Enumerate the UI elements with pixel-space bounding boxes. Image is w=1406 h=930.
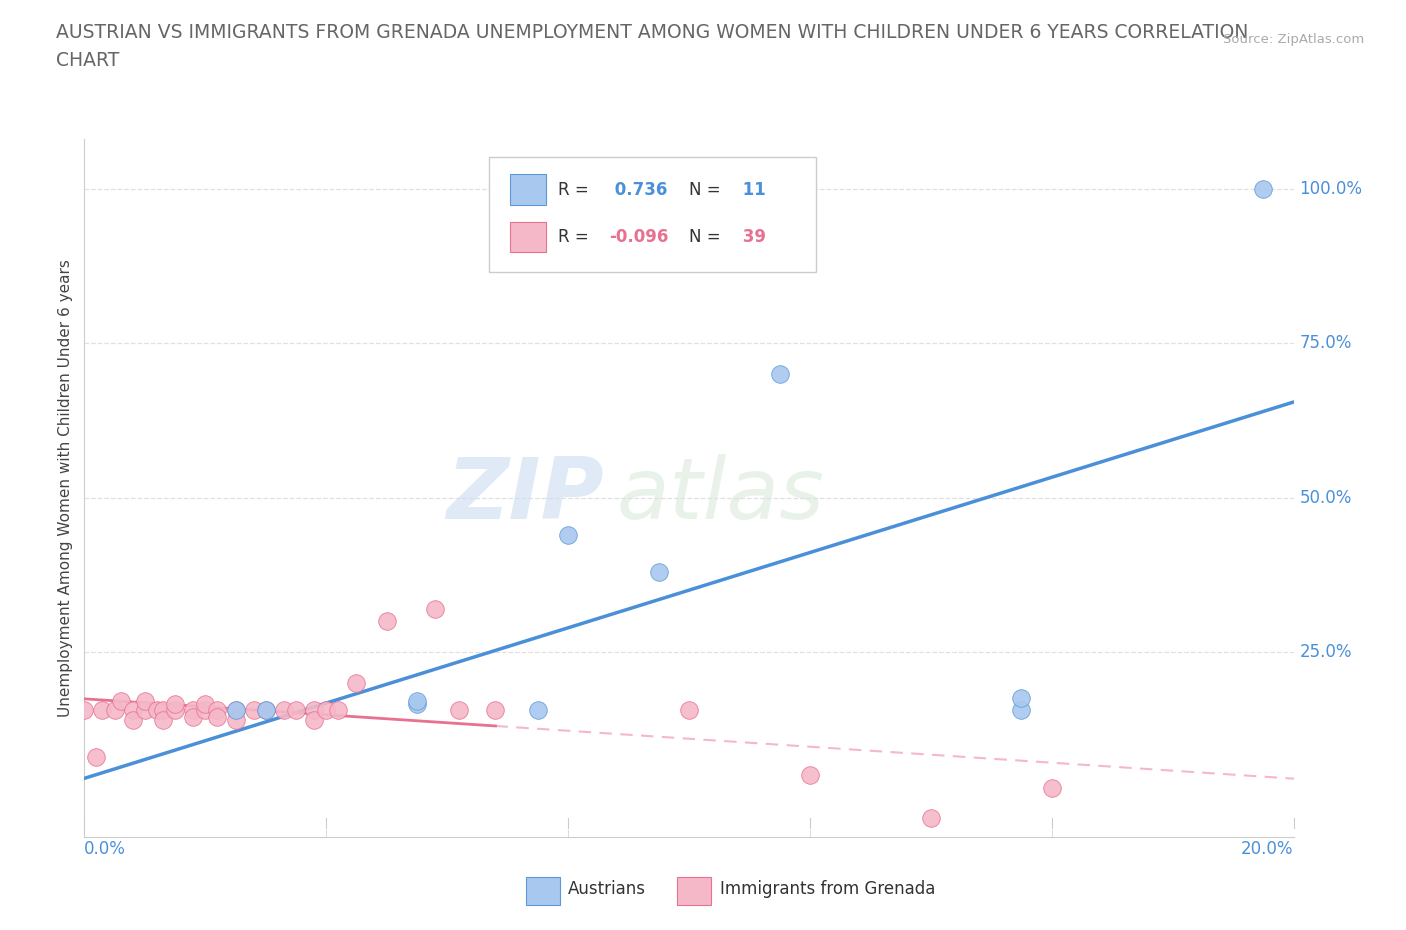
Point [163, 697, 186, 711]
Text: ZIP: ZIP [447, 454, 605, 537]
Point [225, 703, 247, 718]
FancyBboxPatch shape [526, 877, 560, 905]
FancyBboxPatch shape [510, 175, 547, 206]
FancyBboxPatch shape [676, 877, 710, 905]
Y-axis label: Unemployment Among Women with Children Under 6 years: Unemployment Among Women with Children U… [58, 259, 73, 717]
Point [799, 768, 821, 783]
Point [678, 703, 700, 718]
Point [146, 703, 169, 718]
Point [91, 703, 114, 718]
Point [254, 703, 277, 718]
Point [1251, 181, 1274, 196]
Point [225, 712, 247, 727]
Text: 20.0%: 20.0% [1241, 840, 1294, 858]
Point [920, 811, 942, 826]
Point [557, 527, 579, 542]
Text: CHART: CHART [56, 51, 120, 70]
FancyBboxPatch shape [489, 157, 815, 272]
Point [181, 710, 204, 724]
Text: Source: ZipAtlas.com: Source: ZipAtlas.com [1223, 33, 1364, 46]
Text: 100.0%: 100.0% [1299, 179, 1362, 198]
Text: R =: R = [558, 228, 589, 246]
Point [1040, 780, 1063, 795]
Text: -0.096: -0.096 [609, 228, 668, 246]
Text: R =: R = [558, 180, 589, 199]
Text: 39: 39 [737, 228, 766, 246]
Point [152, 712, 174, 727]
Point [1010, 703, 1032, 718]
Point [406, 697, 429, 711]
Point [302, 712, 325, 727]
Point [225, 703, 247, 718]
Point [449, 703, 471, 718]
Point [207, 710, 229, 724]
Point [423, 601, 446, 616]
Point [647, 565, 671, 579]
Text: AUSTRIAN VS IMMIGRANTS FROM GRENADA UNEMPLOYMENT AMONG WOMEN WITH CHILDREN UNDER: AUSTRIAN VS IMMIGRANTS FROM GRENADA UNEM… [56, 23, 1249, 42]
Point [254, 703, 277, 718]
Point [194, 697, 217, 711]
Text: 25.0%: 25.0% [1299, 643, 1353, 661]
Text: Austrians: Austrians [568, 881, 645, 898]
Text: 50.0%: 50.0% [1299, 488, 1353, 507]
Text: N =: N = [689, 180, 720, 199]
Point [484, 703, 506, 718]
Point [375, 614, 398, 629]
Point [242, 703, 264, 718]
Point [328, 703, 350, 718]
Point [121, 712, 143, 727]
Point [163, 703, 186, 718]
Text: 11: 11 [737, 180, 766, 199]
Text: N =: N = [689, 228, 720, 246]
Point [73, 703, 96, 718]
Point [526, 703, 548, 718]
Point [86, 750, 108, 764]
Point [134, 694, 156, 709]
Text: 0.0%: 0.0% [84, 840, 127, 858]
Point [1010, 691, 1032, 706]
Point [302, 703, 325, 718]
Point [152, 703, 174, 718]
Text: 0.736: 0.736 [609, 180, 668, 199]
Point [121, 703, 143, 718]
Point [134, 703, 156, 718]
Point [284, 703, 308, 718]
Point [207, 703, 229, 718]
Point [104, 703, 127, 718]
Text: 75.0%: 75.0% [1299, 334, 1353, 352]
Point [406, 694, 429, 709]
Point [273, 703, 295, 718]
Point [346, 675, 368, 690]
Text: atlas: atlas [616, 454, 824, 537]
Point [194, 703, 217, 718]
Point [110, 694, 132, 709]
Point [181, 703, 204, 718]
Point [315, 703, 337, 718]
FancyBboxPatch shape [510, 222, 547, 253]
Point [769, 366, 792, 381]
Text: Immigrants from Grenada: Immigrants from Grenada [720, 881, 936, 898]
